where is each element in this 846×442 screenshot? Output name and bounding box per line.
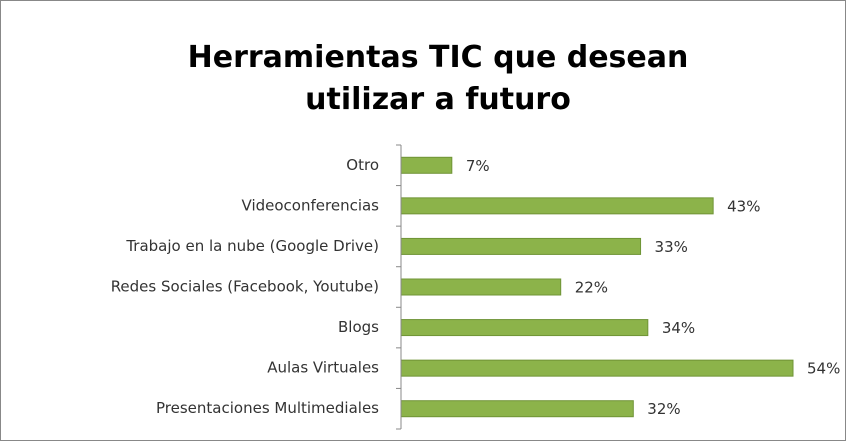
category-label: Redes Sociales (Facebook, Youtube)	[111, 278, 379, 296]
data-label: 34%	[662, 319, 695, 337]
data-label: 54%	[807, 360, 840, 378]
bar	[400, 197, 714, 215]
data-label: 33%	[655, 238, 688, 256]
bar	[400, 400, 634, 418]
category-label: Videoconferencias	[242, 196, 380, 214]
data-label: 7%	[466, 157, 490, 175]
bar	[400, 359, 794, 377]
chart-title: Herramientas TIC que desean utilizar a f…	[187, 40, 689, 117]
data-label: 22%	[575, 279, 608, 297]
bar	[400, 156, 453, 174]
category-label: Trabajo en la nube (Google Drive)	[125, 237, 379, 255]
bar	[400, 319, 649, 337]
category-label: Blogs	[338, 318, 379, 336]
data-label: 32%	[647, 400, 680, 418]
category-label: Aulas Virtuales	[267, 359, 379, 377]
category-label: Presentaciones Multimediales	[156, 399, 379, 417]
bar	[400, 278, 562, 296]
bar	[400, 237, 642, 255]
category-label: Otro	[346, 156, 379, 174]
data-label: 43%	[727, 197, 760, 215]
